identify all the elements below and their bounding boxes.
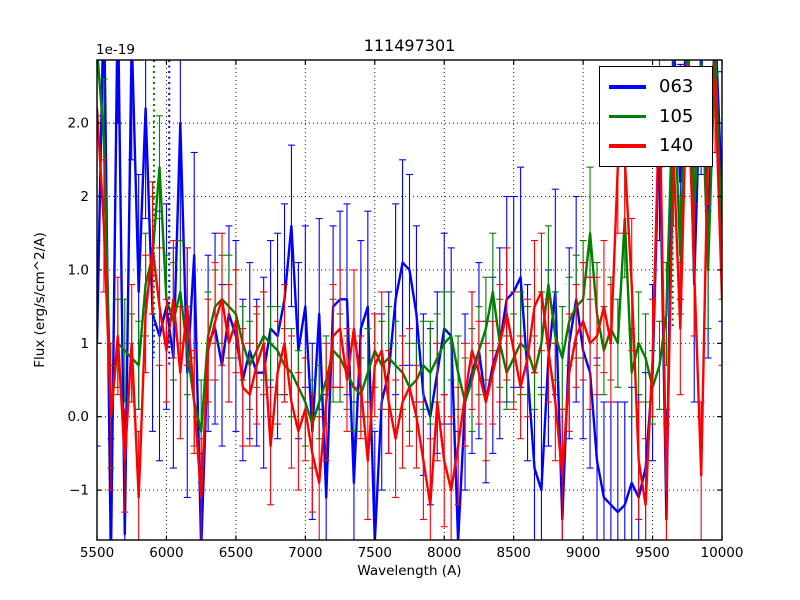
x-tick-label: 8000 <box>427 545 461 561</box>
x-tick-label: 7500 <box>358 545 392 561</box>
series-line-140 <box>97 63 722 506</box>
plot-area <box>97 60 722 540</box>
series-line-063 <box>97 60 722 540</box>
x-tick-label: 6500 <box>219 545 253 561</box>
x-axis-label: Wavelength (A) <box>357 563 462 579</box>
legend-label: 140 <box>659 135 694 156</box>
y-axis-offset-label: 1e-19 <box>96 42 135 58</box>
y-axis-label: Flux (erg/s/cm^2/A) <box>32 232 48 368</box>
y-tick-label: −1 <box>69 483 89 499</box>
legend-label: 063 <box>659 76 694 97</box>
y-tick-label: 1.0 <box>68 262 89 278</box>
legend-line-sample-105 <box>609 114 646 119</box>
legend-entry-140: 140 <box>609 132 703 160</box>
chart-title: 111497301 <box>363 36 456 55</box>
legend-entry-063: 063 <box>609 73 703 101</box>
legend-entry-105: 105 <box>609 103 703 131</box>
legend-line-sample-063 <box>609 85 646 89</box>
legend: 063 105 140 <box>599 66 713 167</box>
y-tick-label: 2 <box>80 189 89 205</box>
legend-line-sample-140 <box>609 144 646 148</box>
tick-labels: 5500 6000 6500 7000 7500 8000 8500 9000 9500 1000… <box>68 116 744 561</box>
x-tick-label: 10000 <box>701 545 744 561</box>
y-tick-label: 0.0 <box>68 409 89 425</box>
y-tick-label: 1 <box>80 336 89 352</box>
x-tick-label: 7000 <box>288 545 322 561</box>
x-tick-label: 8500 <box>496 545 530 561</box>
tick-marks <box>96 60 723 540</box>
x-tick-label: 9000 <box>566 545 600 561</box>
y-tick-label: 2.0 <box>68 116 89 132</box>
x-tick-label: 9500 <box>635 545 669 561</box>
x-tick-label: 5500 <box>80 545 114 561</box>
axes-frame <box>96 59 723 541</box>
x-tick-label: 6000 <box>149 545 183 561</box>
legend-label: 105 <box>659 105 694 127</box>
